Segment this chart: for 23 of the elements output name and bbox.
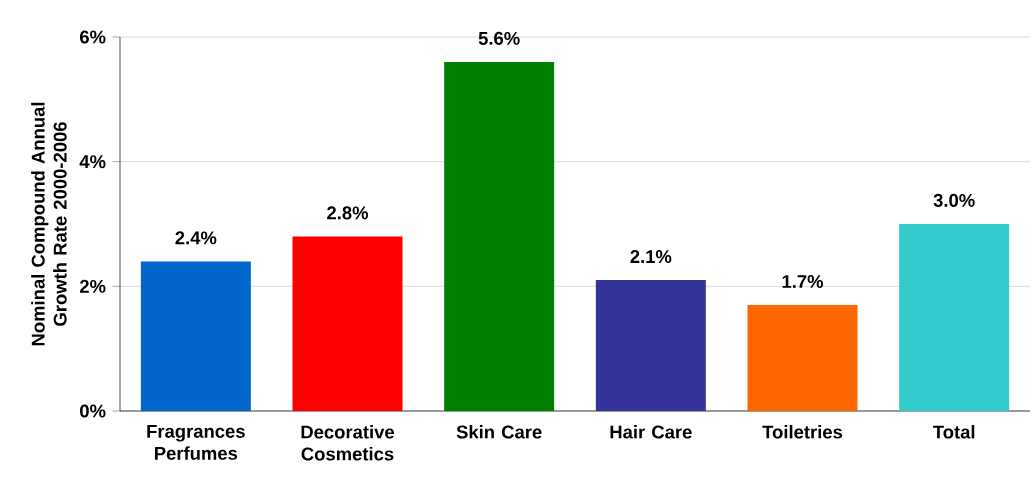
data-label: 2.4%: [175, 231, 217, 245]
x-tick-label: Total: [933, 425, 975, 439]
data-label: 3.0%: [933, 193, 975, 207]
data-label: 2.1%: [630, 250, 672, 264]
y-tick-label: 0%: [80, 404, 106, 418]
bar: [747, 305, 858, 411]
y-axis-title: Nominal Compound Annual Growth Rate 2000-2006: [31, 102, 67, 346]
x-tick-label: Skin Care: [456, 425, 542, 439]
x-tick-label: Decorative Cosmetics: [301, 425, 395, 461]
bar: [444, 61, 555, 411]
x-tick-label: Toiletries: [762, 425, 843, 439]
data-label: 2.8%: [327, 206, 369, 220]
data-label: 1.7%: [782, 275, 824, 288]
x-tick-label: Hair Care: [610, 425, 692, 439]
y-tick-label: 6%: [79, 30, 106, 44]
bar: [140, 261, 251, 411]
bar: [595, 280, 706, 411]
data-label: 5.6%: [478, 31, 520, 45]
bar: [899, 224, 1010, 411]
bar: [292, 236, 403, 411]
x-tick-label: Fragrances Perfumes: [147, 425, 245, 460]
y-tick-label: 2%: [79, 279, 106, 293]
y-tick-label: 4%: [79, 155, 106, 169]
